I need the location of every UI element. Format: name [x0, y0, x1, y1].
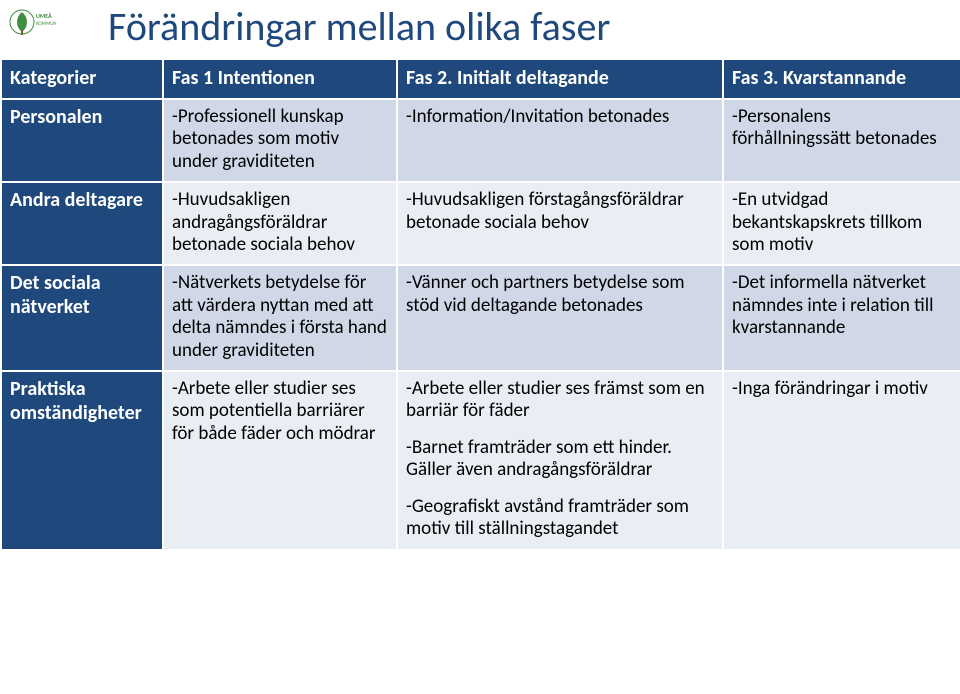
- cell: -Huvudsakligen förstagångsföräldrar beto…: [397, 182, 723, 265]
- row-label-andra-deltagare: Andra deltagare: [1, 182, 163, 265]
- cell: -Nätverkets betydelse för att värdera ny…: [163, 265, 397, 371]
- cell: -Inga förändringar i motiv: [723, 371, 960, 549]
- table-row: Personalen -Professionell kunskap betona…: [1, 99, 960, 182]
- cell: -Information/Invitation betonades: [397, 99, 723, 182]
- cell: -En utvidgad bekantskapskrets tillkom so…: [723, 182, 960, 265]
- cell-multi: -Arbete eller studier ses främst som en …: [397, 371, 723, 549]
- row-label-personalen: Personalen: [1, 99, 163, 182]
- cell-part: -Geografiskt avstånd framträder som moti…: [406, 496, 714, 541]
- row-label-praktiska: Praktiska omständigheter: [1, 371, 163, 549]
- col-header-phase1: Fas 1 Intentionen: [163, 59, 397, 99]
- logo: UMEÅ KOMMUN: [8, 8, 56, 46]
- cell: -Det informella nätverket nämndes inte i…: [723, 265, 960, 371]
- svg-text:UMEÅ: UMEÅ: [36, 12, 52, 20]
- slide-title: Förändringar mellan olika faser: [108, 2, 610, 51]
- row-label-sociala-natverket: Det sociala nätverket: [1, 265, 163, 371]
- phases-table: Kategorier Fas 1 Intentionen Fas 2. Init…: [0, 58, 960, 551]
- cell: -Personalens förhållningssätt betonades: [723, 99, 960, 182]
- col-header-phase3: Fas 3. Kvarstannande: [723, 59, 960, 99]
- table-row: Praktiska omständigheter -Arbete eller s…: [1, 371, 960, 549]
- cell: -Arbete eller studier ses som potentiell…: [163, 371, 397, 549]
- col-header-phase2: Fas 2. Initialt deltagande: [397, 59, 723, 99]
- svg-text:KOMMUN: KOMMUN: [36, 21, 56, 27]
- cell: -Professionell kunskap betonades som mot…: [163, 99, 397, 182]
- cell: -Vänner och partners betydelse som stöd …: [397, 265, 723, 371]
- table-row: Det sociala nätverket -Nätverkets betyde…: [1, 265, 960, 371]
- cell: -Huvudsakligen andragångsföräldrar beton…: [163, 182, 397, 265]
- table-row: Andra deltagare -Huvudsakligen andragång…: [1, 182, 960, 265]
- cell-part: -Arbete eller studier ses främst som en …: [406, 378, 714, 423]
- col-header-categories: Kategorier: [1, 59, 163, 99]
- cell-part: -Barnet framträder som ett hinder. Gälle…: [406, 437, 714, 482]
